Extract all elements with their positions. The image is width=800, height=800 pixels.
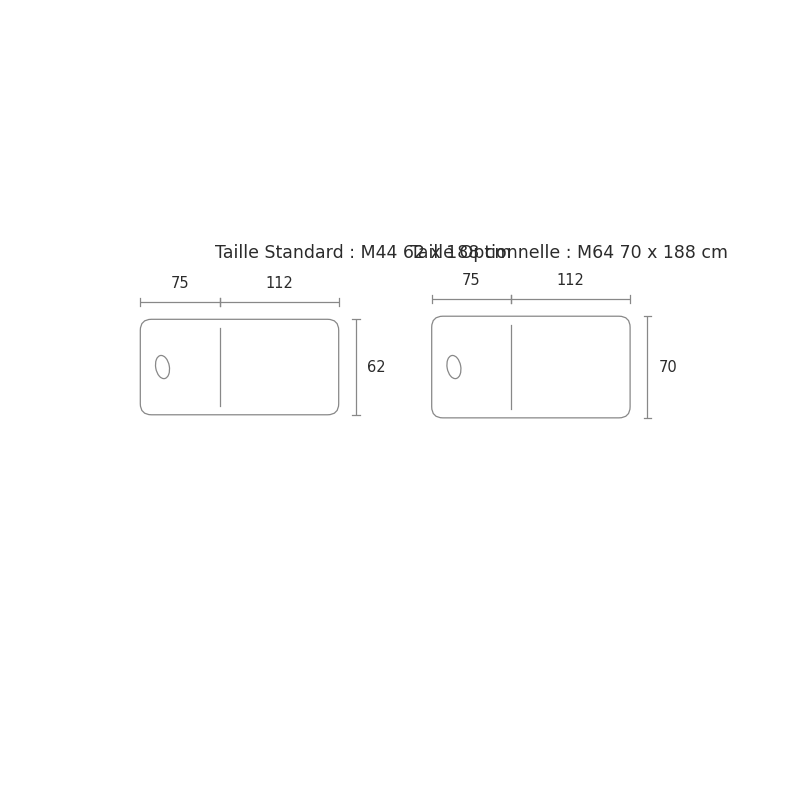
- Text: Taille Optionnelle : M64 70 x 188 cm: Taille Optionnelle : M64 70 x 188 cm: [410, 244, 728, 262]
- Text: 112: 112: [266, 276, 293, 291]
- Ellipse shape: [155, 355, 170, 378]
- Ellipse shape: [447, 355, 461, 378]
- FancyBboxPatch shape: [140, 319, 338, 414]
- Text: 112: 112: [557, 273, 585, 288]
- FancyBboxPatch shape: [432, 316, 630, 418]
- Text: 75: 75: [170, 276, 190, 291]
- Text: 75: 75: [462, 273, 481, 288]
- Text: Taille Standard : M44 62 x 188 cm: Taille Standard : M44 62 x 188 cm: [214, 244, 511, 262]
- Text: 62: 62: [367, 359, 386, 374]
- Text: 70: 70: [658, 359, 678, 374]
